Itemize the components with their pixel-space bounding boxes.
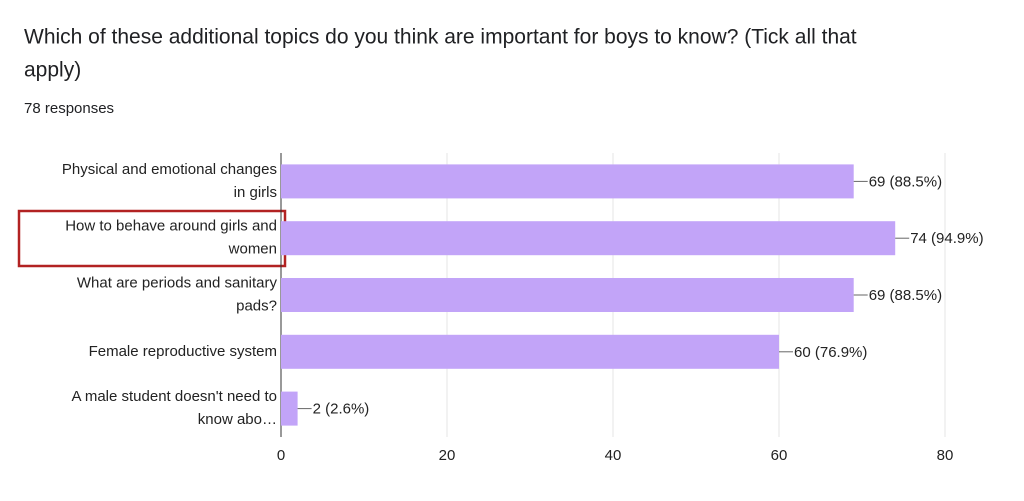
- bar: [281, 164, 854, 199]
- value-label: 69 (88.5%): [869, 287, 942, 304]
- y-tick-label: know abo…: [198, 411, 277, 428]
- chart-title-line: Which of these additional topics do you …: [24, 26, 857, 49]
- x-tick-label: 20: [439, 447, 456, 464]
- x-tick-label: 40: [605, 447, 622, 464]
- y-tick-label: Physical and emotional changes: [62, 161, 277, 178]
- bar: [281, 391, 298, 426]
- bar: [281, 334, 779, 369]
- value-label: 74 (94.9%): [910, 230, 983, 247]
- bar: [281, 278, 854, 312]
- chart-subtitle: 78 responses: [24, 100, 114, 117]
- x-tick-label: 80: [937, 447, 954, 464]
- bar: [281, 221, 896, 256]
- y-tick-label: women: [228, 241, 277, 258]
- y-tick-label: What are periods and sanitary: [77, 274, 278, 291]
- value-label: 2 (2.6%): [313, 401, 370, 418]
- x-tick-label: 60: [771, 447, 788, 464]
- y-tick-label: A male student doesn't need to: [71, 388, 277, 405]
- y-tick-label: in girls: [234, 184, 277, 201]
- value-label: 60 (76.9%): [794, 344, 867, 361]
- y-tick-label: pads?: [236, 297, 277, 314]
- chart-title-line: apply): [24, 59, 81, 82]
- y-tick-label: Female reproductive system: [89, 343, 277, 360]
- x-tick-label: 0: [277, 447, 285, 464]
- value-label: 69 (88.5%): [869, 173, 942, 190]
- y-tick-label: How to behave around girls and: [65, 218, 277, 235]
